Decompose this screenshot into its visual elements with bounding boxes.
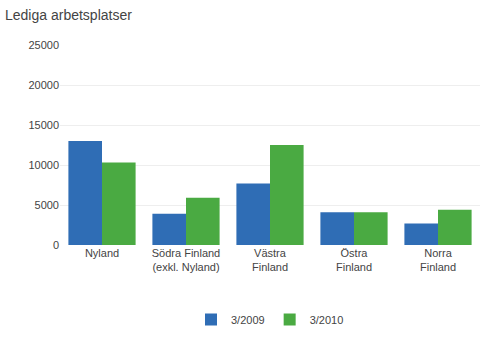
svg-text:ÖstraFinland: ÖstraFinland: [336, 247, 372, 273]
svg-text:VästraFinland: VästraFinland: [252, 247, 288, 273]
svg-text:5000: 5000: [35, 199, 59, 211]
svg-text:Nyland: Nyland: [85, 247, 119, 259]
svg-text:Lediga arbetsplatser: Lediga arbetsplatser: [5, 7, 132, 23]
svg-text:20000: 20000: [28, 79, 59, 91]
svg-text:3/2009: 3/2009: [231, 314, 265, 326]
svg-text:3/2010: 3/2010: [310, 314, 344, 326]
svg-text:10000: 10000: [28, 159, 59, 171]
svg-text:0: 0: [53, 239, 59, 251]
svg-text:15000: 15000: [28, 119, 59, 131]
svg-text:NorraFinland: NorraFinland: [420, 247, 456, 273]
svg-text:Södra Finland(exkl. Nyland): Södra Finland(exkl. Nyland): [152, 247, 221, 273]
svg-text:25000: 25000: [28, 39, 59, 51]
